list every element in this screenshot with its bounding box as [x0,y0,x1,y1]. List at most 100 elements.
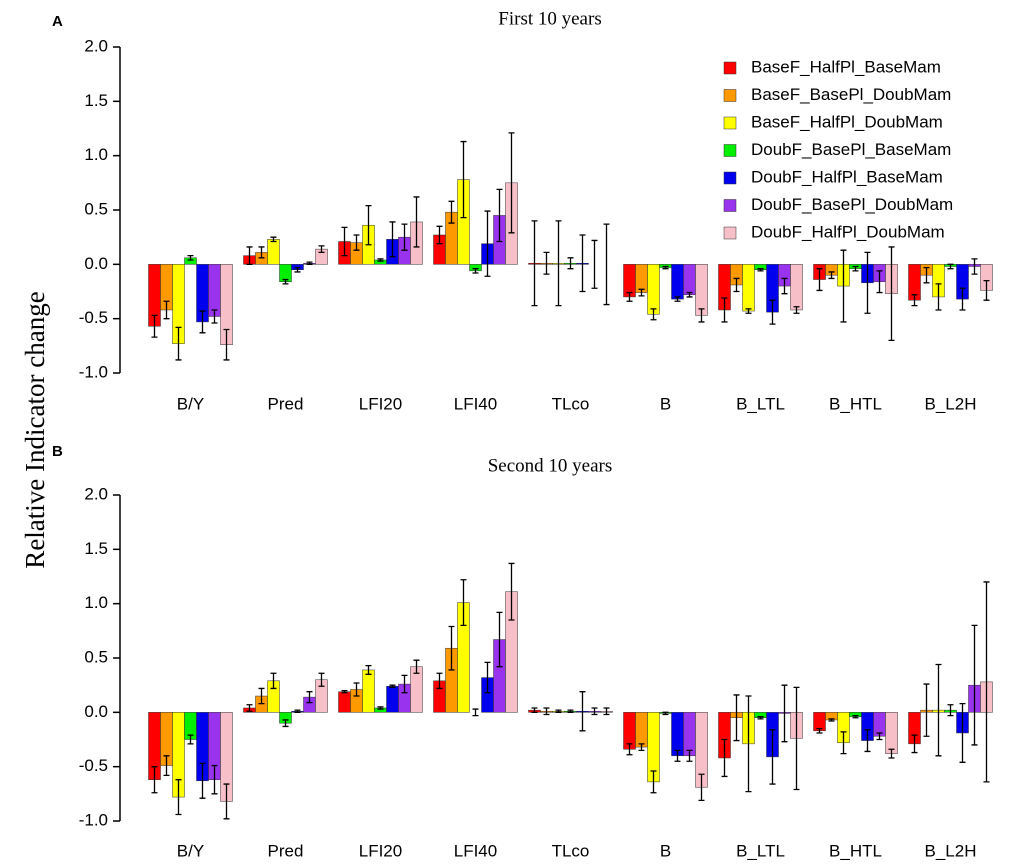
y-tick-label: 1.0 [84,145,108,164]
y-tick-label: 0.5 [84,199,108,218]
error-bar [258,246,265,259]
error-bar [389,684,396,688]
x-tick-label: TLco [552,394,590,413]
x-tick-label: B_HTL [829,394,882,413]
error-bar [781,684,788,743]
error-bar [923,683,930,737]
bar [671,264,684,300]
error-bar [626,743,633,756]
error-bar [721,738,728,778]
error-bar [306,691,313,704]
error-bar [935,663,942,757]
error-bar [353,234,360,251]
legend-swatch [723,61,737,75]
error-bar [377,258,384,262]
error-bar [341,689,348,694]
x-tick-label: TLco [552,841,590,860]
error-bar [698,773,705,802]
error-bar [721,297,728,323]
error-bar [959,702,966,763]
error-bar [484,661,491,694]
error-bar [876,270,883,294]
bar [208,264,221,317]
error-bar [828,718,835,722]
error-bar [175,779,182,816]
error-bar [852,714,859,719]
bar [338,691,351,713]
legend-label: BaseF_HalfPl_BaseMam [751,57,941,76]
error-bar [757,268,764,272]
error-bar [484,210,491,277]
bar [683,264,696,296]
error-bar [888,748,895,759]
y-tick-label: -1.0 [79,362,108,381]
error-bar [246,704,253,712]
legend-swatch [723,144,737,157]
y-tick-label: 1.0 [84,593,108,612]
legend-swatch [723,199,737,212]
error-bar [508,562,515,621]
error-bar [947,704,954,717]
error-bar [413,659,420,674]
error-bar [876,732,883,741]
error-bar [911,734,918,754]
error-bar [187,734,194,745]
error-bar [270,672,277,690]
error-bar [163,755,170,777]
chart-title: First 10 years [498,8,601,29]
error-bar [211,764,218,795]
y-tick-label: -1.0 [79,810,108,829]
error-bar [151,766,158,794]
error-bar [793,306,800,314]
x-tick-label: LFI20 [359,394,402,413]
bar [790,264,803,311]
bar [742,264,755,312]
error-bar [413,196,420,248]
error-bar [555,709,562,713]
error-bar [567,257,574,270]
x-tick-label: B_LTL [736,394,785,413]
error-bar [187,254,194,261]
error-bar [793,686,800,791]
error-bar [816,268,823,292]
x-tick-label: LFI20 [359,841,402,860]
legend-label: BaseF_HalfPl_DoubMam [751,112,943,131]
error-bar [591,707,598,716]
error-bar [282,278,289,285]
error-bar [947,263,954,270]
error-bar [318,245,325,254]
error-bar [555,220,562,307]
error-bar [769,299,776,325]
error-bar [686,291,693,298]
x-tick-label: B/Y [177,394,204,413]
error-bar [282,719,289,728]
bar [683,712,696,757]
error-bar [591,239,598,289]
panel-label: B [52,443,63,460]
y-tick-label: -0.5 [79,756,108,775]
legend-swatch [723,171,737,185]
error-bar [638,743,645,752]
y-tick-label: 2.0 [84,484,108,503]
legend-swatch [723,226,737,240]
error-bar [294,709,301,713]
bar [635,712,648,748]
error-bar [567,709,574,713]
error-bar [199,762,206,799]
error-bar [306,261,313,265]
y-tick-label: 1.5 [84,539,108,558]
error-bar [674,749,681,762]
legend-label: DoubF_BasePl_BaseMam [751,140,951,159]
bar [671,712,684,757]
error-bar [757,716,764,720]
x-tick-label: B/Y [177,841,204,860]
legend-label: DoubF_HalfPl_DoubMam [751,222,945,241]
y-tick-label: 2.0 [84,36,108,55]
error-bar [472,708,479,717]
bar [386,686,399,713]
y-tick-label: 0.0 [84,254,108,273]
error-bar [888,246,895,342]
x-tick-label: Pred [268,394,304,413]
error-bar [828,271,835,280]
